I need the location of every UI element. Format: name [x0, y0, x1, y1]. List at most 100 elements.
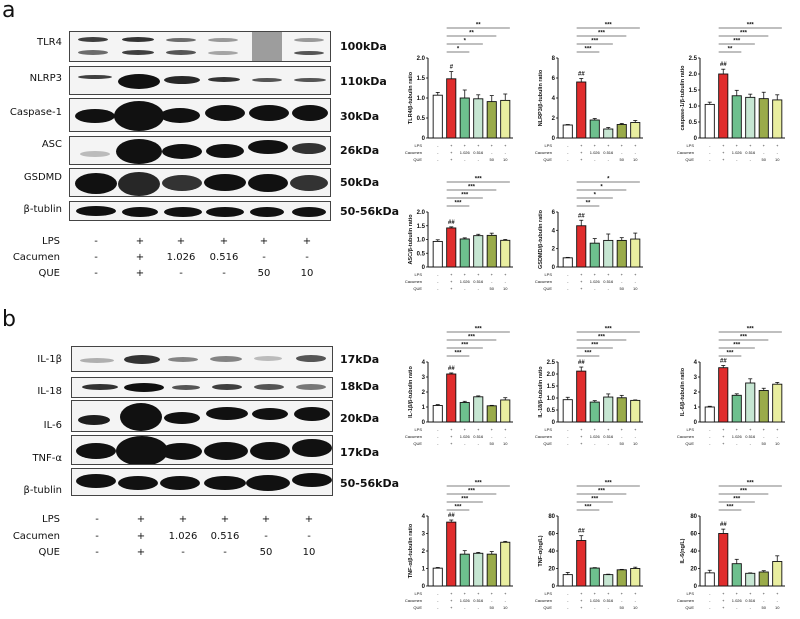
svg-text:***: ***	[468, 489, 476, 495]
svg-text:-: -	[437, 591, 439, 596]
kda-beta-tublin-a: 50-56kDa	[340, 205, 400, 218]
svg-text:4: 4	[552, 96, 556, 102]
svg-text:60: 60	[548, 532, 555, 538]
svg-text:-: -	[437, 272, 439, 277]
svg-text:-: -	[709, 434, 711, 439]
svg-text:0.516: 0.516	[603, 434, 614, 439]
svg-text:+: +	[450, 605, 453, 610]
svg-text:3: 3	[422, 532, 426, 538]
bar	[486, 101, 497, 139]
svg-text:+: +	[464, 272, 467, 277]
svg-text:0.5: 0.5	[417, 251, 426, 257]
svg-text:+: +	[722, 591, 725, 596]
svg-text:1.5: 1.5	[547, 384, 556, 390]
bar	[562, 124, 573, 139]
chart-il6-ratio: 0 1 2 3 4 IL-6/β-tubulin ratio ## *** *** *** *** L…	[672, 312, 787, 452]
svg-text:-: -	[567, 434, 569, 439]
svg-text:+: +	[491, 143, 494, 148]
svg-text:+: +	[736, 427, 739, 432]
svg-text:+: +	[580, 427, 583, 432]
bar-chart-svg: 0 2 4 6 8 NLRP3/β-tubulin ratio ## *** *** *** ***…	[535, 23, 643, 162]
svg-text:-: -	[437, 286, 439, 291]
svg-text:1.026: 1.026	[460, 434, 471, 439]
kda-beta-tublin-b: 50-56kDa	[340, 477, 400, 490]
svg-text:1.026: 1.026	[590, 279, 601, 284]
bar	[486, 553, 497, 587]
svg-text:50: 50	[490, 441, 495, 446]
svg-text:-: -	[777, 150, 779, 155]
svg-text:QUE: QUE	[685, 157, 694, 162]
svg-text:8: 8	[552, 56, 556, 62]
svg-text:LPS: LPS	[686, 427, 694, 432]
svg-text:50: 50	[490, 605, 495, 610]
cond-val: 0.516	[209, 252, 239, 263]
svg-text:1.026: 1.026	[732, 598, 743, 603]
svg-text:+: +	[763, 591, 766, 596]
svg-text:1.0: 1.0	[547, 396, 556, 402]
svg-text:QUE: QUE	[543, 441, 552, 446]
svg-text:##: ##	[578, 360, 585, 366]
svg-text:-: -	[491, 279, 493, 284]
svg-text:2.5: 2.5	[689, 56, 698, 62]
bar	[576, 81, 587, 139]
svg-text:+: +	[776, 427, 779, 432]
blot-beta-tublin-b	[71, 468, 333, 496]
svg-text:10: 10	[775, 605, 780, 610]
svg-text:+: +	[580, 272, 583, 277]
svg-text:-: -	[437, 157, 439, 162]
svg-text:##: ##	[720, 358, 727, 364]
svg-text:***: ***	[584, 47, 592, 53]
svg-text:-: -	[478, 605, 480, 610]
svg-text:+: +	[450, 143, 453, 148]
cond-val: +	[136, 547, 146, 558]
svg-text:-: -	[594, 286, 596, 291]
svg-text:+: +	[634, 272, 637, 277]
svg-text:-: -	[635, 279, 637, 284]
bar	[500, 399, 511, 423]
svg-text:-: -	[567, 591, 569, 596]
svg-text:-: -	[491, 434, 493, 439]
svg-text:10: 10	[633, 441, 638, 446]
bar	[446, 373, 457, 423]
bar	[459, 238, 470, 268]
cond-val: +	[176, 236, 186, 247]
svg-text:-: -	[567, 605, 569, 610]
bar	[772, 99, 783, 139]
svg-text:-: -	[437, 427, 439, 432]
svg-text:caspase-1/β-tubulin ratio: caspase-1/β-tubulin ratio	[680, 65, 686, 131]
svg-text:##: ##	[578, 72, 585, 78]
svg-text:##: ##	[578, 529, 585, 535]
svg-text:+: +	[504, 427, 507, 432]
svg-text:4: 4	[422, 360, 426, 366]
svg-text:2.5: 2.5	[547, 360, 556, 366]
svg-text:**: **	[586, 201, 591, 207]
bar	[432, 240, 443, 268]
svg-text:QUE: QUE	[413, 605, 422, 610]
kda-il18: 18kDa	[340, 380, 380, 393]
cond-val: +	[259, 236, 269, 247]
svg-text:0.516: 0.516	[473, 434, 484, 439]
svg-text:+: +	[580, 150, 583, 155]
svg-text:20: 20	[548, 567, 555, 573]
svg-text:QUE: QUE	[543, 157, 552, 162]
svg-text:**: **	[469, 31, 474, 37]
svg-text:+: +	[722, 434, 725, 439]
svg-text:-: -	[635, 598, 637, 603]
bar	[562, 399, 573, 423]
svg-text:0.516: 0.516	[473, 279, 484, 284]
svg-text:QUE: QUE	[413, 157, 422, 162]
svg-text:20: 20	[690, 567, 697, 573]
bar	[630, 238, 641, 268]
blot-il6	[71, 400, 333, 432]
blot-label-il1b: IL-1β	[37, 354, 62, 365]
blot-label-tlr4: TLR4	[37, 37, 62, 48]
svg-text:***: ***	[598, 31, 606, 37]
bar	[576, 370, 587, 423]
svg-text:**: **	[476, 23, 481, 29]
cond-val: +	[220, 514, 230, 525]
bar	[603, 396, 614, 423]
svg-text:+: +	[580, 605, 583, 610]
panel-b-letter: b	[2, 307, 16, 332]
